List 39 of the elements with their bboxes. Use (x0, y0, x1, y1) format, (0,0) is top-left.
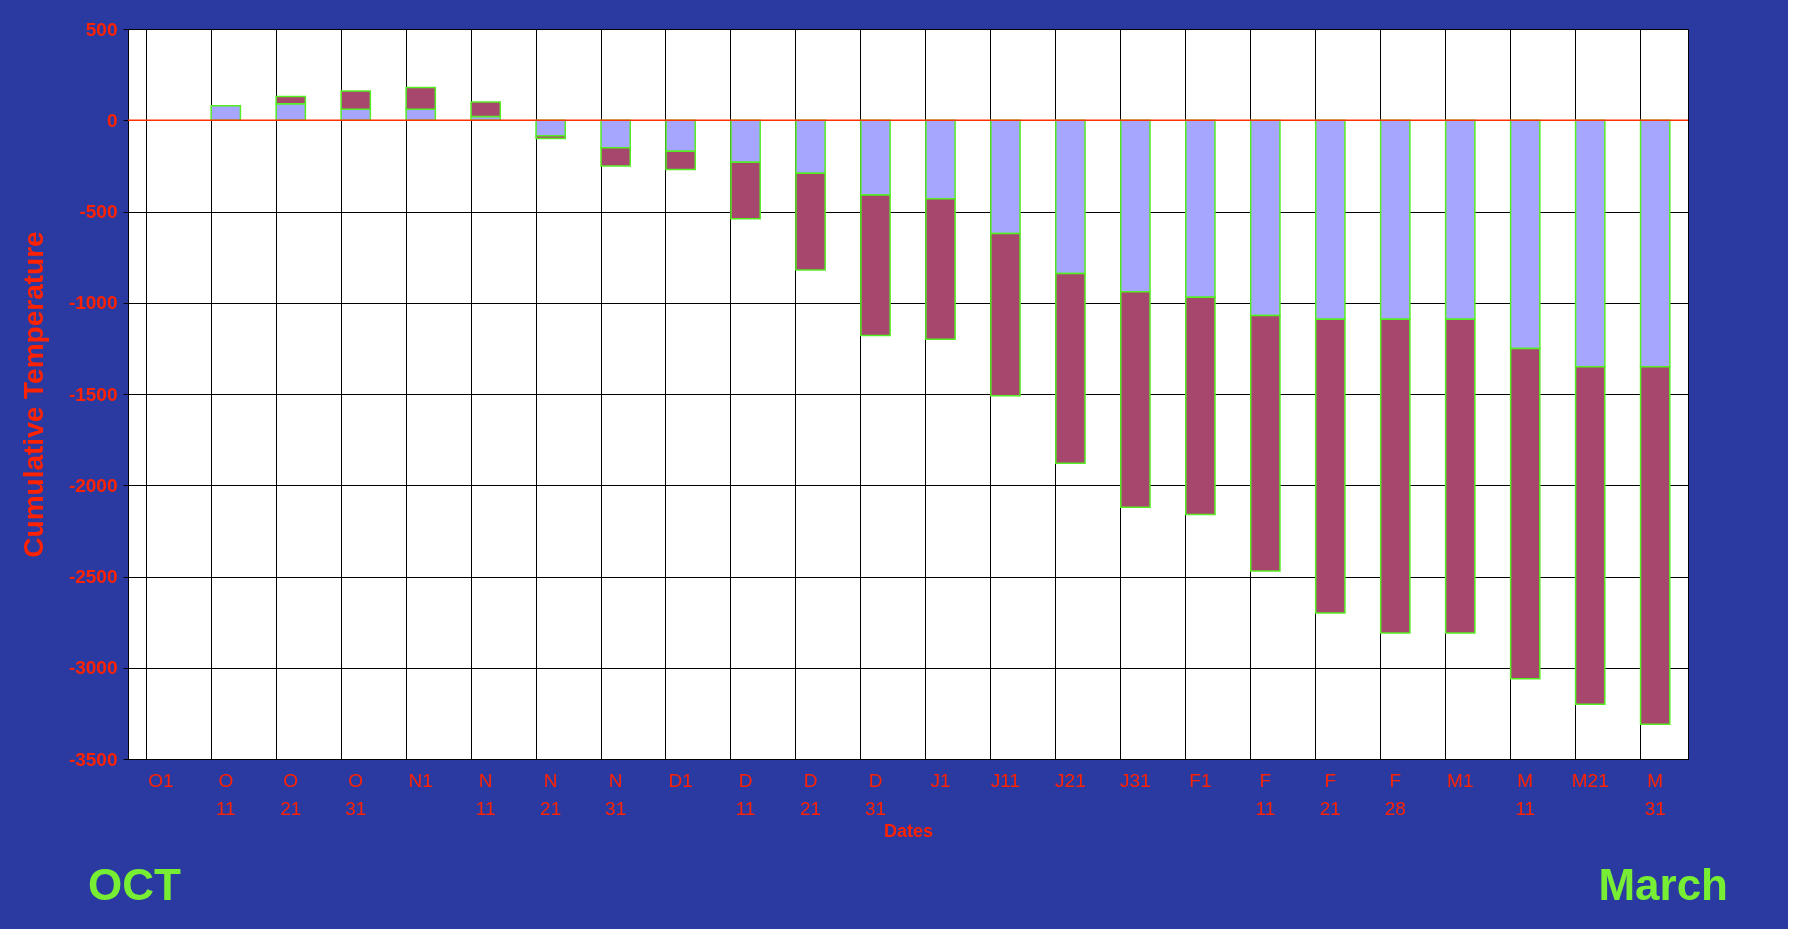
y-tick-label: -3500 (68, 748, 118, 770)
x-tick-label: O 31 (345, 769, 367, 819)
y-tick-label: -500 (79, 201, 118, 222)
x-tick-label: M 31 (1644, 769, 1666, 819)
x-tick-label: N 31 (605, 769, 627, 819)
x-tick-label: M21 (1571, 769, 1609, 791)
x-tick-label: D 11 (735, 769, 756, 819)
x-tick-label: J21 (1055, 769, 1086, 791)
y-axis-title: Cumulative Temperature (17, 231, 49, 558)
x-tick-label: D1 (668, 769, 693, 791)
x-tick-label: O 21 (280, 769, 302, 819)
bar (470, 101, 502, 118)
x-tick-label: J31 (1120, 769, 1151, 791)
x-tick-label: N 21 (540, 769, 562, 819)
x-tick-label: M1 (1447, 769, 1474, 791)
y-tick-label: -2000 (68, 474, 118, 496)
x-tick-label: F 28 (1384, 769, 1406, 819)
y-tick-label: -2500 (68, 566, 118, 587)
x-tick-label: O 11 (215, 769, 236, 819)
y-tick-label: 500 (85, 18, 118, 40)
text: March (1598, 860, 1728, 909)
x-tick-label: F 21 (1319, 769, 1341, 819)
x-tick-label: M 11 (1515, 769, 1536, 819)
x-tick-label: N 11 (475, 769, 496, 819)
x-tick-label: F 11 (1255, 769, 1276, 819)
x-axis-title: Dates (883, 820, 934, 841)
y-tick-label: -3000 (68, 657, 118, 679)
y-tick-label: -1000 (68, 292, 118, 314)
x-tick-label: D 31 (864, 769, 887, 819)
x-tick-label: J1 (930, 769, 951, 791)
x-tick-label: N1 (408, 769, 433, 791)
x-tick-label: O1 (148, 769, 174, 791)
text: OCT (88, 860, 181, 909)
x-tick-label: J11 (990, 769, 1021, 791)
x-tick-label: F1 (1189, 769, 1212, 791)
x-tick-label: D 21 (799, 769, 822, 819)
y-tick-label: -1500 (68, 383, 118, 405)
y-tick-label: 0 (106, 109, 118, 131)
bar (210, 104, 242, 121)
